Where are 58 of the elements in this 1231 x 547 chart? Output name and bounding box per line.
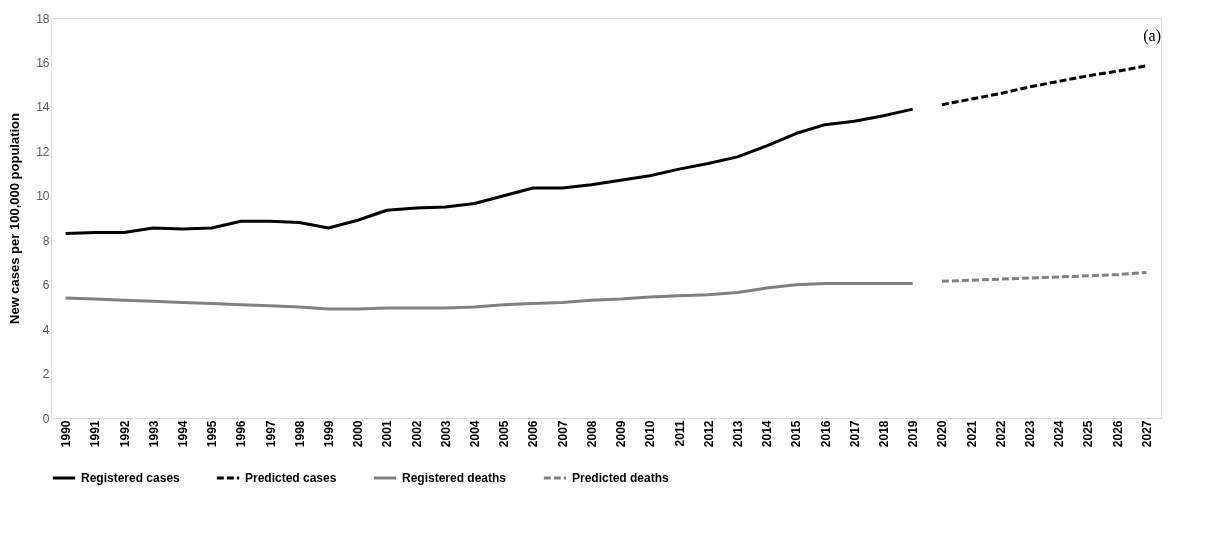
x-tick-label: 1995 bbox=[205, 420, 220, 448]
x-tick-label: 2002 bbox=[409, 420, 424, 448]
x-tick-label: 1996 bbox=[234, 420, 249, 448]
x-tick-label: 2017 bbox=[847, 420, 862, 448]
annotation: (a) bbox=[1143, 27, 1161, 45]
y-tick-label: 14 bbox=[36, 100, 50, 115]
y-tick-label: 10 bbox=[36, 189, 50, 204]
x-tick-label: 2005 bbox=[497, 420, 512, 448]
x-tick-label: 1998 bbox=[292, 420, 307, 448]
x-tick-label: 2013 bbox=[730, 420, 745, 448]
x-tick-label: 2025 bbox=[1081, 420, 1096, 448]
x-tick-label: 2026 bbox=[1110, 420, 1125, 448]
x-tick-label: 2008 bbox=[584, 420, 599, 448]
x-tick-label: 2006 bbox=[526, 420, 541, 448]
line-series bbox=[64, 107, 915, 236]
x-tick-label: 1993 bbox=[146, 420, 161, 448]
x-tick-label: 2003 bbox=[438, 420, 453, 448]
x-tick-label: 1994 bbox=[175, 420, 190, 448]
x-tick-label: 2004 bbox=[468, 420, 483, 448]
y-tick-label: 0 bbox=[42, 411, 50, 426]
y-tick-label: 2 bbox=[42, 367, 50, 382]
y-tick-label: 4 bbox=[42, 322, 50, 337]
x-tick-label: 2016 bbox=[818, 420, 833, 448]
x-tick-label: 2024 bbox=[1052, 420, 1067, 448]
legend-label: Registered deaths bbox=[402, 471, 507, 485]
legend-label: Predicted deaths bbox=[572, 471, 670, 485]
y-axis-title: New cases per 100,000 population bbox=[7, 112, 23, 324]
y-tick-label: 6 bbox=[42, 278, 50, 293]
y-tick-label: 18 bbox=[36, 11, 50, 26]
x-tick-label: 1992 bbox=[117, 420, 132, 448]
legend-label: Registered cases bbox=[81, 471, 181, 485]
line-series bbox=[940, 270, 1148, 283]
x-tick-label: 1990 bbox=[59, 420, 74, 448]
x-tick-label: 2020 bbox=[935, 420, 950, 448]
x-tick-label: 2007 bbox=[555, 420, 570, 448]
x-tick-label: 2021 bbox=[964, 420, 979, 448]
x-tick-label: 2018 bbox=[877, 420, 891, 448]
line-series bbox=[64, 282, 915, 311]
x-tick-label: 1991 bbox=[88, 420, 103, 448]
y-tick-label: 8 bbox=[42, 233, 50, 248]
x-tick-label: 2014 bbox=[760, 420, 775, 448]
y-tick-label: 12 bbox=[36, 144, 50, 159]
legend-label: Predicted cases bbox=[245, 471, 337, 485]
x-tick-label: 2015 bbox=[789, 420, 804, 448]
x-tick-label: 2001 bbox=[380, 420, 395, 448]
x-tick-label: 2000 bbox=[351, 420, 366, 448]
x-tick-label: 2009 bbox=[614, 420, 629, 448]
x-tick-label: 1997 bbox=[263, 420, 278, 448]
x-tick-label: 2022 bbox=[993, 420, 1008, 448]
x-tick-label: 2023 bbox=[1023, 420, 1038, 448]
x-tick-label: 2012 bbox=[701, 420, 716, 448]
x-tick-label: 2027 bbox=[1139, 420, 1154, 448]
x-tick-label: 2010 bbox=[643, 420, 658, 448]
line-series bbox=[940, 64, 1148, 107]
x-tick-label: 2019 bbox=[906, 420, 921, 448]
x-tick-label: 2011 bbox=[672, 420, 687, 447]
x-tick-label: 1999 bbox=[322, 420, 336, 448]
y-tick-label: 16 bbox=[36, 55, 50, 70]
